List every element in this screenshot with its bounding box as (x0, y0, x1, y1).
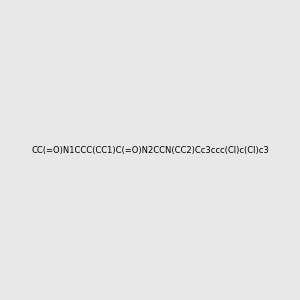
Text: CC(=O)N1CCC(CC1)C(=O)N2CCN(CC2)Cc3ccc(Cl)c(Cl)c3: CC(=O)N1CCC(CC1)C(=O)N2CCN(CC2)Cc3ccc(Cl… (31, 146, 269, 154)
